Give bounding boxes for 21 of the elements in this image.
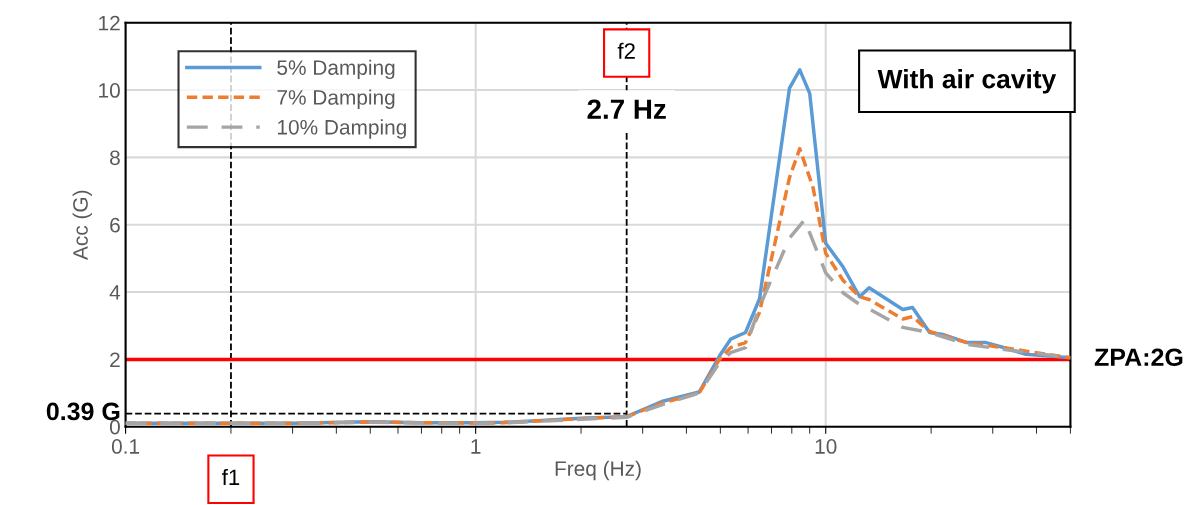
x-axis-title: Freq (Hz) (555, 460, 641, 481)
x-tick-label: 1 (471, 439, 481, 454)
y-tick-label: 2 (110, 352, 120, 367)
y-tick-label: 0 (109, 419, 120, 435)
annotation: With air cavity (877, 69, 1057, 94)
ref-line-label: f2 (617, 42, 635, 59)
legend-label: 5% Damping (277, 59, 395, 80)
y-tick-label: 8 (110, 150, 120, 166)
y-tick-label: 6 (110, 217, 120, 233)
ref-line-label: f1 (222, 468, 240, 485)
y-tick-label: 12 (99, 15, 120, 31)
x-tick-label: 0.1 (111, 439, 140, 454)
annotation: 2.7 Hz (587, 99, 666, 119)
y-axis-title: Acc (G) (72, 190, 92, 260)
legend-label: 10% Damping (278, 119, 406, 139)
ref-line-label: 0.39 G (46, 402, 120, 421)
x-tick-label: 10 (815, 439, 837, 454)
ref-line-label: ZPA:2G (1094, 348, 1183, 367)
y-tick-label: 10 (99, 83, 120, 98)
legend-label: 7% Damping (277, 89, 395, 109)
y-tick-label: 4 (109, 285, 121, 300)
